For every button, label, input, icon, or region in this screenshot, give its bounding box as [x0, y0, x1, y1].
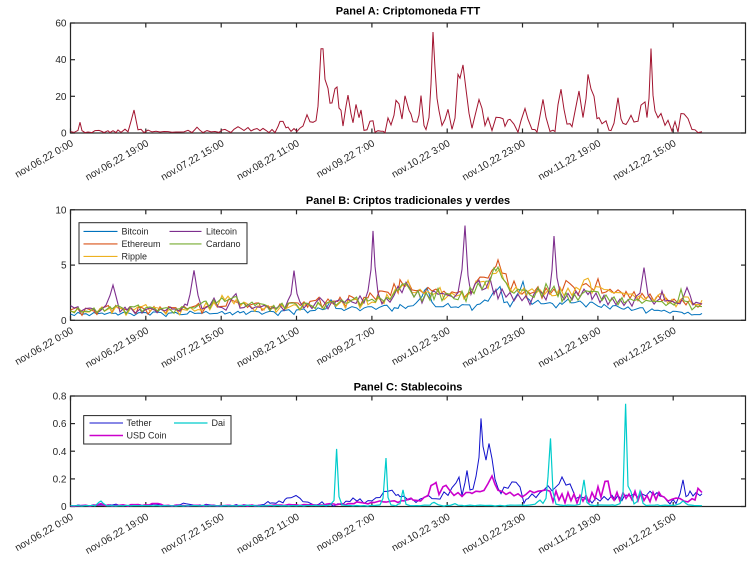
svg-text:USD Coin: USD Coin: [127, 431, 167, 441]
svg-text:40: 40: [55, 55, 67, 66]
svg-text:Panel C: Stablecoins: Panel C: Stablecoins: [354, 382, 463, 394]
svg-text:Tether: Tether: [127, 418, 152, 428]
svg-text:0.4: 0.4: [53, 447, 67, 458]
svg-text:Cardano: Cardano: [206, 239, 241, 249]
svg-text:0.8: 0.8: [53, 392, 67, 403]
svg-text:0.6: 0.6: [53, 419, 67, 430]
svg-text:Litecoin: Litecoin: [206, 227, 237, 237]
svg-text:Panel A: Criptomoneda FTT: Panel A: Criptomoneda FTT: [336, 6, 481, 18]
svg-text:0: 0: [61, 316, 67, 327]
svg-text:10: 10: [55, 205, 67, 216]
svg-text:60: 60: [55, 19, 67, 30]
svg-text:Ethereum: Ethereum: [122, 239, 161, 249]
svg-text:5: 5: [61, 261, 67, 272]
svg-text:Panel B: Criptos tradicionales: Panel B: Criptos tradicionales y verdes: [306, 195, 510, 207]
svg-text:Ripple: Ripple: [122, 252, 148, 262]
svg-text:20: 20: [55, 92, 67, 103]
svg-text:0.2: 0.2: [53, 474, 67, 485]
svg-text:Bitcoin: Bitcoin: [122, 227, 149, 237]
svg-text:Dai: Dai: [212, 418, 226, 428]
svg-text:0: 0: [61, 129, 67, 140]
svg-text:0: 0: [61, 502, 67, 513]
